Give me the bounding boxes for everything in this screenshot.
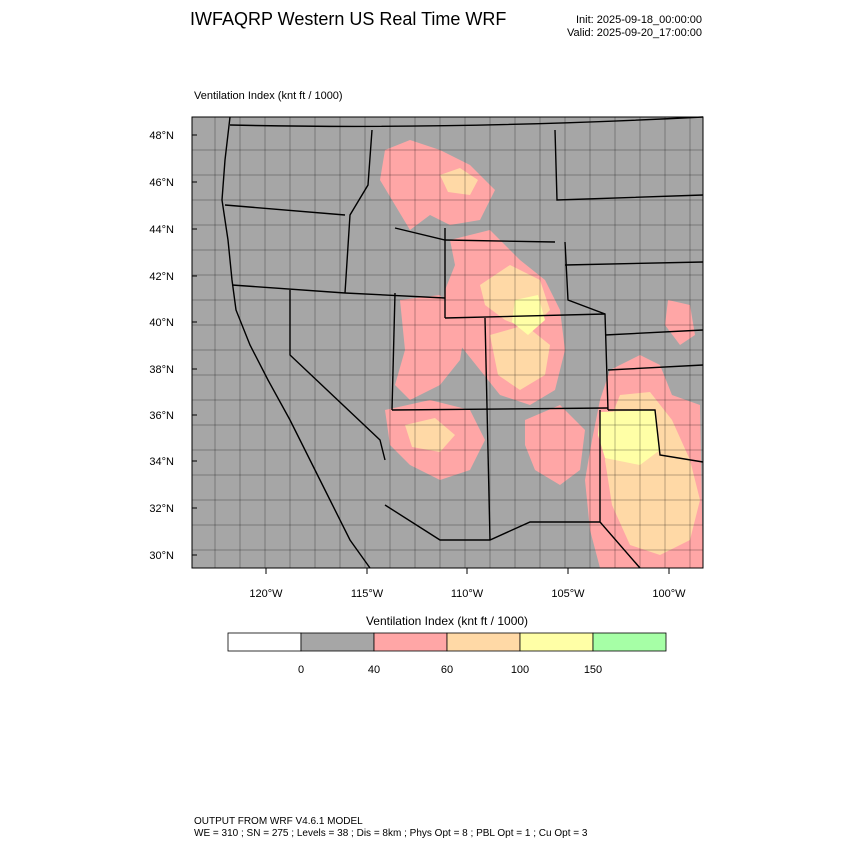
border-idaho-south [344,292,446,299]
model-info-footer: OUTPUT FROM WRF V4.6.1 MODEL WE = 310 ; … [194,816,587,840]
lat-tick-label: 36°N [149,410,174,422]
lat-tick-label: 34°N [149,456,174,468]
valid-time: Valid: 2025-09-20_17:00:00 [567,27,702,39]
border-arizona-mexico [384,504,600,541]
footer-line-2: WE = 310 ; SN = 275 ; Levels = 38 ; Dis … [194,828,588,839]
colorbar-swatch [446,632,521,652]
shading-yellow-panhandle [598,410,660,465]
shading-orange-colorado [490,325,550,390]
lat-tick-label: 32°N [149,503,174,515]
colorbar-swatch [373,632,448,652]
border-four-corners-ns [484,317,491,541]
colorbar-label: 150 [584,664,602,676]
border-texas-west [599,410,641,569]
init-time: Init: 2025-09-18_00:00:00 [576,14,702,26]
colorbar: 0 40 60 100 150 [227,632,667,676]
border-nevada-utah [391,292,396,411]
latitude-axis: 48°N 46°N 44°N 42°N 40°N 38°N 36°N 34°N 32°N 30°N [149,130,197,562]
border-oregon-north [224,204,346,216]
lat-tick-label: 38°N [149,364,174,376]
lat-tick-label: 46°N [149,177,174,189]
colorbar-label: 100 [511,664,529,676]
state-borders [221,116,704,569]
colorbar-label: 0 [298,664,304,676]
lon-tick-label: 105°W [551,588,585,600]
lat-tick-label: 48°N [149,130,174,142]
border-oklahoma [607,364,704,371]
border-wyoming-south [444,313,606,319]
colorbar-label: 60 [441,664,453,676]
colorbar-swatch [592,632,667,652]
county-lines [192,117,703,568]
shading-region-kansas [665,300,695,345]
border-us-canada [229,116,704,128]
border-colorado-east [564,241,609,411]
border-california-nevada [289,290,386,461]
shading-orange-arizona [405,418,455,452]
ventilation-shading [380,140,703,568]
page-title: IWFAQRP Western US Real Time WRF [190,9,507,29]
map-frame [191,116,704,569]
colorbar-swatch [300,632,375,652]
coastline [221,116,371,569]
colorbar-title: Ventilation Index (knt ft / 1000) [365,614,529,628]
field-label: Ventilation Index (knt ft / 1000) [194,90,343,102]
shading-region-utah [395,295,465,400]
lon-tick-label: 115°W [351,588,384,600]
shading-region-montana [380,140,495,230]
lat-tick-label: 30°N [149,550,174,562]
lat-tick-label: 44°N [149,224,174,236]
lon-tick-label: 110°W [451,588,484,600]
border-four-corners-ew [391,407,609,411]
border-texas-north [608,409,704,463]
footer-line-1: OUTPUT FROM WRF V4.6.1 MODEL [194,816,363,827]
border-nebraska [564,261,704,266]
lat-tick-label: 40°N [149,317,174,329]
colorbar-swatch [519,632,594,652]
longitude-axis: 120°W 115°W 110°W 105°W 100°W [249,568,686,600]
border-kansas [604,329,704,336]
border-oregon-south [231,284,346,294]
lat-tick-label: 42°N [149,271,174,283]
border-dakotas [554,129,704,201]
lon-tick-label: 120°W [249,588,283,600]
lon-tick-label: 100°W [652,588,686,600]
colorbar-label: 40 [368,664,380,676]
border-idaho-west [344,129,373,294]
colorbar-swatch [227,632,302,652]
